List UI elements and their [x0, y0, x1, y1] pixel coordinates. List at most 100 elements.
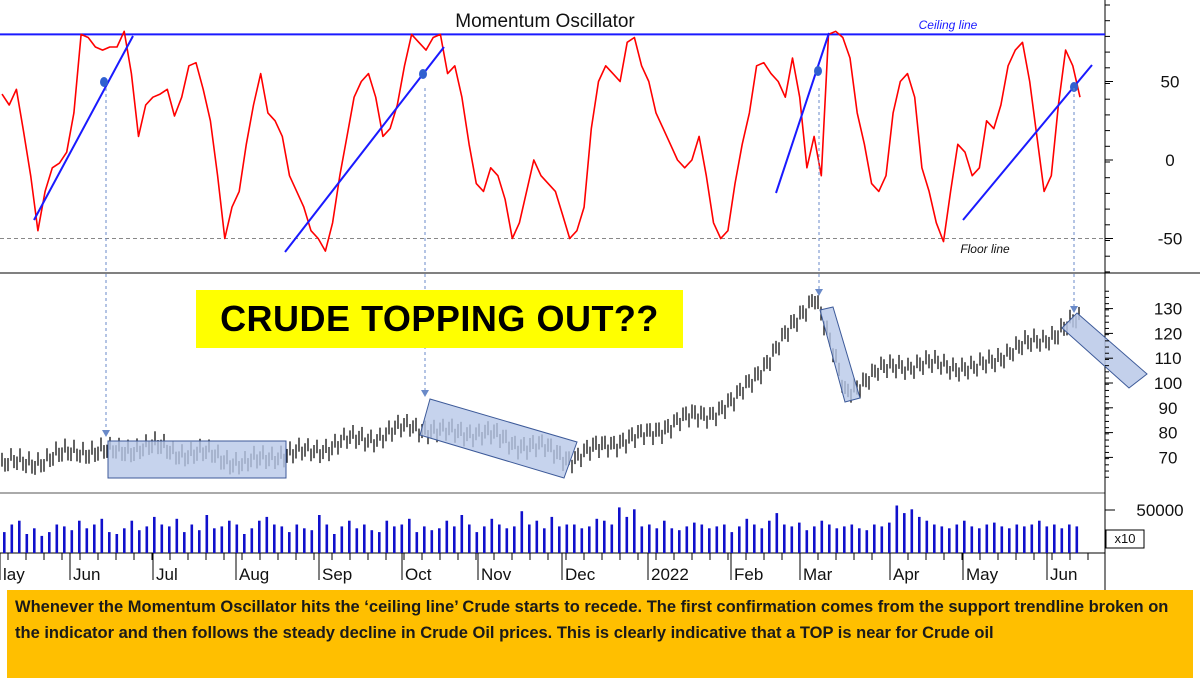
support-trendline	[962, 64, 1093, 221]
trendline-break-point	[814, 66, 822, 76]
trendline-break-point	[419, 69, 427, 79]
volume-bar	[760, 528, 764, 553]
volume-bar	[490, 518, 494, 553]
volume-bar	[85, 528, 89, 553]
month-tick-label: Mar	[803, 565, 833, 584]
volume-bar	[940, 526, 944, 553]
volume-bar	[873, 524, 876, 553]
volume-bar	[40, 535, 44, 553]
month-tick-label: Jun	[73, 565, 100, 584]
price-tick-label: 90	[1159, 399, 1178, 418]
volume-bar	[723, 524, 726, 553]
volume-bar	[693, 522, 696, 553]
volume-bar	[483, 526, 486, 553]
volume-bar	[453, 526, 456, 553]
month-tick-label: Aug	[239, 565, 269, 584]
price-tick-label: 120	[1154, 324, 1182, 343]
volume-bar	[1030, 524, 1034, 553]
volume-bar	[588, 526, 591, 553]
volume-bar	[18, 520, 21, 553]
volume-bar	[228, 520, 231, 553]
volume-bar	[580, 528, 584, 553]
sideways-box	[107, 440, 287, 479]
volume-bar	[258, 520, 261, 553]
volume-bar	[858, 528, 861, 553]
volume-bar	[78, 520, 81, 553]
support-trendline	[284, 46, 445, 253]
volume-bar	[550, 516, 554, 553]
volume-bar	[648, 524, 651, 553]
volume-bar	[865, 530, 869, 553]
volume-bar	[850, 524, 854, 553]
month-tick-label: Apr	[893, 565, 920, 584]
volume-multiplier-label: x10	[1115, 531, 1136, 546]
volume-bar	[153, 516, 156, 553]
volume-bar	[288, 532, 291, 553]
connector-arrowhead	[102, 430, 110, 437]
volume-bar	[160, 524, 164, 553]
volume-bar	[363, 524, 366, 553]
volume-bar	[948, 528, 951, 553]
volume-bar	[633, 509, 636, 553]
trendline-break-point	[100, 77, 108, 87]
volume-bar	[393, 526, 396, 553]
volume-bar	[130, 520, 134, 553]
volume-multiplier-box	[1105, 529, 1145, 549]
volume-bar	[25, 534, 29, 553]
volume-bar	[558, 526, 561, 553]
volume-bar	[385, 520, 389, 553]
volume-bar	[925, 520, 929, 553]
volume-bar	[438, 528, 441, 553]
support-trendline	[33, 35, 134, 221]
volume-bar	[333, 534, 336, 553]
volume-bar	[513, 526, 516, 553]
price-tick-label: 80	[1159, 424, 1178, 443]
oscillator-title: Momentum Oscillator	[455, 11, 635, 32]
volume-bar	[430, 530, 434, 553]
volume-bar	[543, 528, 546, 553]
caption-text: Whenever the Momentum Oscillator hits th…	[7, 590, 1193, 678]
volume-bar	[378, 532, 381, 553]
volume-bar	[213, 528, 216, 553]
volume-bar	[970, 526, 974, 553]
oscillator-panel	[0, 30, 1105, 253]
ceiling-line-label: Ceiling line	[919, 18, 978, 32]
volume-bar	[1038, 520, 1041, 553]
volume-bar	[783, 524, 786, 553]
volume-bar	[400, 524, 404, 553]
volume-bar	[273, 524, 276, 553]
volume-bar	[685, 526, 689, 553]
month-tick-label: Sep	[322, 565, 352, 584]
volume-bar	[790, 526, 794, 553]
volume-bar	[318, 515, 321, 553]
volume-bar	[310, 530, 314, 553]
month-tick-label: lay	[3, 565, 25, 584]
month-tick-label: Dec	[565, 565, 596, 584]
volume-bar	[265, 516, 269, 553]
volume-panel	[3, 505, 1079, 553]
volume-bar	[340, 526, 344, 553]
volume-bar	[138, 530, 141, 553]
month-tick-label: Jul	[156, 565, 178, 584]
volume-bar	[745, 518, 749, 553]
chart-canvas: 50 0 -50 130 120 110 100 90 80 70 50000 lay Jun Jul Au…	[0, 0, 1200, 590]
volume-bar	[3, 532, 6, 553]
volume-bar	[123, 528, 126, 553]
volume-bar	[325, 524, 329, 553]
volume-bar	[475, 532, 479, 553]
volume-bar	[115, 534, 119, 553]
volume-bar	[625, 516, 629, 553]
volume-bar	[700, 524, 704, 553]
volume-bar	[295, 524, 299, 553]
volume-bar	[565, 524, 569, 553]
volume-bar	[280, 526, 284, 553]
volume-bar	[963, 520, 966, 553]
volume-bar	[813, 526, 816, 553]
oscillator-series	[1, 30, 1081, 252]
decline-box	[819, 306, 861, 403]
support-trendline	[775, 32, 830, 194]
volume-bar	[498, 524, 501, 553]
volume-bar	[235, 524, 239, 553]
month-tick-label: Jun	[1050, 565, 1077, 584]
volume-bar	[48, 532, 51, 553]
